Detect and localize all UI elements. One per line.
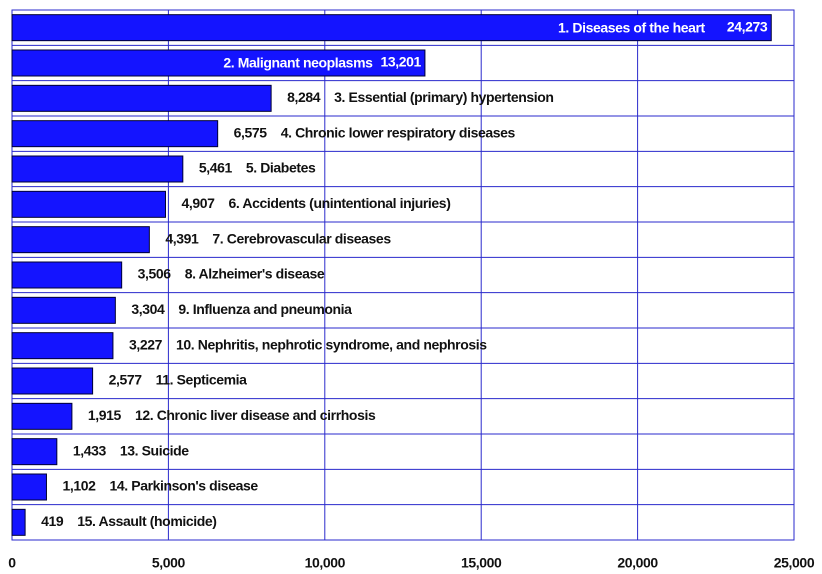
value-label: 1,102 — [62, 478, 96, 494]
x-tick-label: 25,000 — [774, 555, 815, 571]
category-label: 2. Malignant neoplasms — [223, 55, 373, 71]
x-tick-label: 5,000 — [152, 555, 186, 571]
x-tick-label: 10,000 — [305, 555, 346, 571]
value-label: 3,227 — [129, 336, 163, 352]
x-tick-label: 20,000 — [617, 555, 658, 571]
bar — [11, 508, 26, 536]
bar — [11, 261, 123, 289]
value-label: 1,915 — [88, 407, 122, 423]
value-label: 419 — [41, 513, 64, 529]
value-label: 24,273 — [727, 18, 768, 34]
category-label: 5. Diabetes — [246, 160, 316, 176]
category-label: 13. Suicide — [120, 442, 189, 458]
category-label: 7. Cerebrovascular diseases — [212, 230, 391, 246]
category-label: 10. Nephritis, nephrotic syndrome, and n… — [176, 336, 487, 352]
bar — [11, 226, 150, 254]
category-label: 6. Accidents (unintentional injuries) — [229, 195, 451, 211]
x-tick-label: 0 — [8, 555, 16, 571]
bar — [11, 190, 166, 218]
value-label: 6,575 — [234, 124, 268, 140]
bar — [11, 296, 116, 324]
value-label: 4,907 — [181, 195, 215, 211]
bar — [11, 84, 272, 112]
bar — [11, 120, 219, 148]
category-label: 15. Assault (homicide) — [77, 513, 216, 529]
value-label: 5,461 — [199, 160, 233, 176]
value-label: 4,391 — [165, 230, 199, 246]
value-label: 3,506 — [138, 266, 172, 282]
category-label: 1. Diseases of the heart — [558, 19, 706, 35]
value-label: 1,433 — [73, 442, 107, 458]
bar — [11, 155, 184, 183]
bar — [11, 14, 772, 42]
category-label: 3. Essential (primary) hypertension — [334, 89, 553, 105]
bar — [11, 438, 58, 466]
category-label: 12. Chronic liver disease and cirrhosis — [135, 407, 376, 423]
category-label: 11. Septicemia — [156, 372, 248, 388]
category-label: 4. Chronic lower respiratory diseases — [281, 124, 516, 140]
bar — [11, 49, 426, 77]
value-label: 3,304 — [131, 301, 165, 317]
bar — [11, 367, 94, 395]
category-label: 8. Alzheimer's disease — [185, 266, 325, 282]
category-label: 14. Parkinson's disease — [110, 478, 259, 494]
bar — [11, 332, 114, 360]
bar — [11, 402, 73, 430]
value-label: 13,201 — [381, 54, 422, 70]
value-label: 2,577 — [109, 372, 143, 388]
bar — [11, 473, 47, 501]
x-tick-label: 15,000 — [461, 555, 502, 571]
category-label: 9. Influenza and pneumonia — [178, 301, 352, 317]
value-label: 8,284 — [287, 89, 321, 105]
